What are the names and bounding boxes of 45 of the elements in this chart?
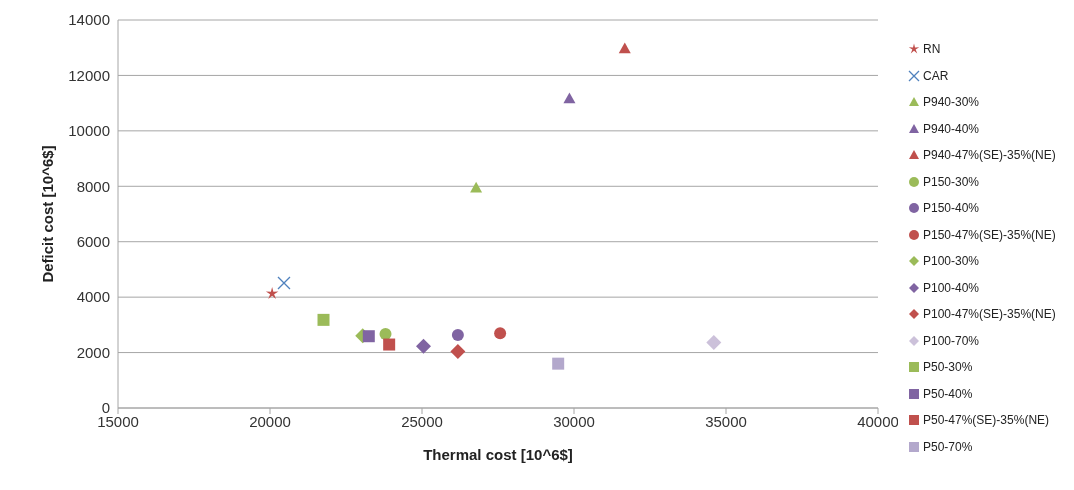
y-tick-label: 14000 xyxy=(68,11,110,29)
y-tick-label: 6000 xyxy=(76,233,110,251)
legend-label: P50-47%(SE)-35%(NE) xyxy=(923,413,1050,428)
legend-label: P150-47%(SE)-35%(NE) xyxy=(923,227,1056,242)
x-tick-label: 30000 xyxy=(553,412,595,430)
x-tick-label: 35000 xyxy=(705,412,747,430)
y-axis-title: Deficit cost [10^6$] xyxy=(39,145,57,283)
legend-label: P940-30% xyxy=(923,95,980,110)
legend-label: P50-30% xyxy=(923,360,973,375)
point xyxy=(470,181,483,193)
point xyxy=(494,327,507,340)
point xyxy=(450,343,466,359)
point xyxy=(416,338,432,354)
legend-label: P940-40% xyxy=(923,121,980,136)
point xyxy=(552,357,565,370)
y-tick-label: 2000 xyxy=(76,343,110,361)
x-tick-label: 25000 xyxy=(401,412,443,430)
y-tick-label: 10000 xyxy=(68,122,110,140)
legend-label: P50-70% xyxy=(923,439,973,454)
legend-label: P100-47%(SE)-35%(NE) xyxy=(923,307,1056,322)
point xyxy=(451,329,464,342)
point xyxy=(362,330,375,343)
legend-label: P100-70% xyxy=(923,333,980,348)
legend-label: P50-40% xyxy=(923,386,973,401)
y-tick-label: 8000 xyxy=(76,177,110,195)
x-tick-label: 40000 xyxy=(857,412,899,430)
point xyxy=(383,338,396,351)
point xyxy=(265,286,279,299)
y-tick-label: 4000 xyxy=(76,288,110,306)
legend-label: P150-30% xyxy=(923,174,980,189)
point xyxy=(379,328,392,340)
point xyxy=(618,42,631,54)
point xyxy=(277,276,291,290)
point xyxy=(706,335,722,351)
point xyxy=(317,313,330,326)
legend-label: CAR xyxy=(923,68,949,83)
legend-label: P150-40% xyxy=(923,201,980,216)
x-axis-title: Thermal cost [10^6$] xyxy=(423,446,573,463)
legend-label: P100-40% xyxy=(923,280,980,295)
x-tick-label: 20000 xyxy=(249,412,291,430)
legend-label: RN xyxy=(923,42,941,57)
y-tick-label: 12000 xyxy=(68,66,110,84)
legend-label: P100-30% xyxy=(923,254,980,269)
legend-label: P940-47%(SE)-35%(NE) xyxy=(923,148,1056,163)
point xyxy=(563,92,576,104)
